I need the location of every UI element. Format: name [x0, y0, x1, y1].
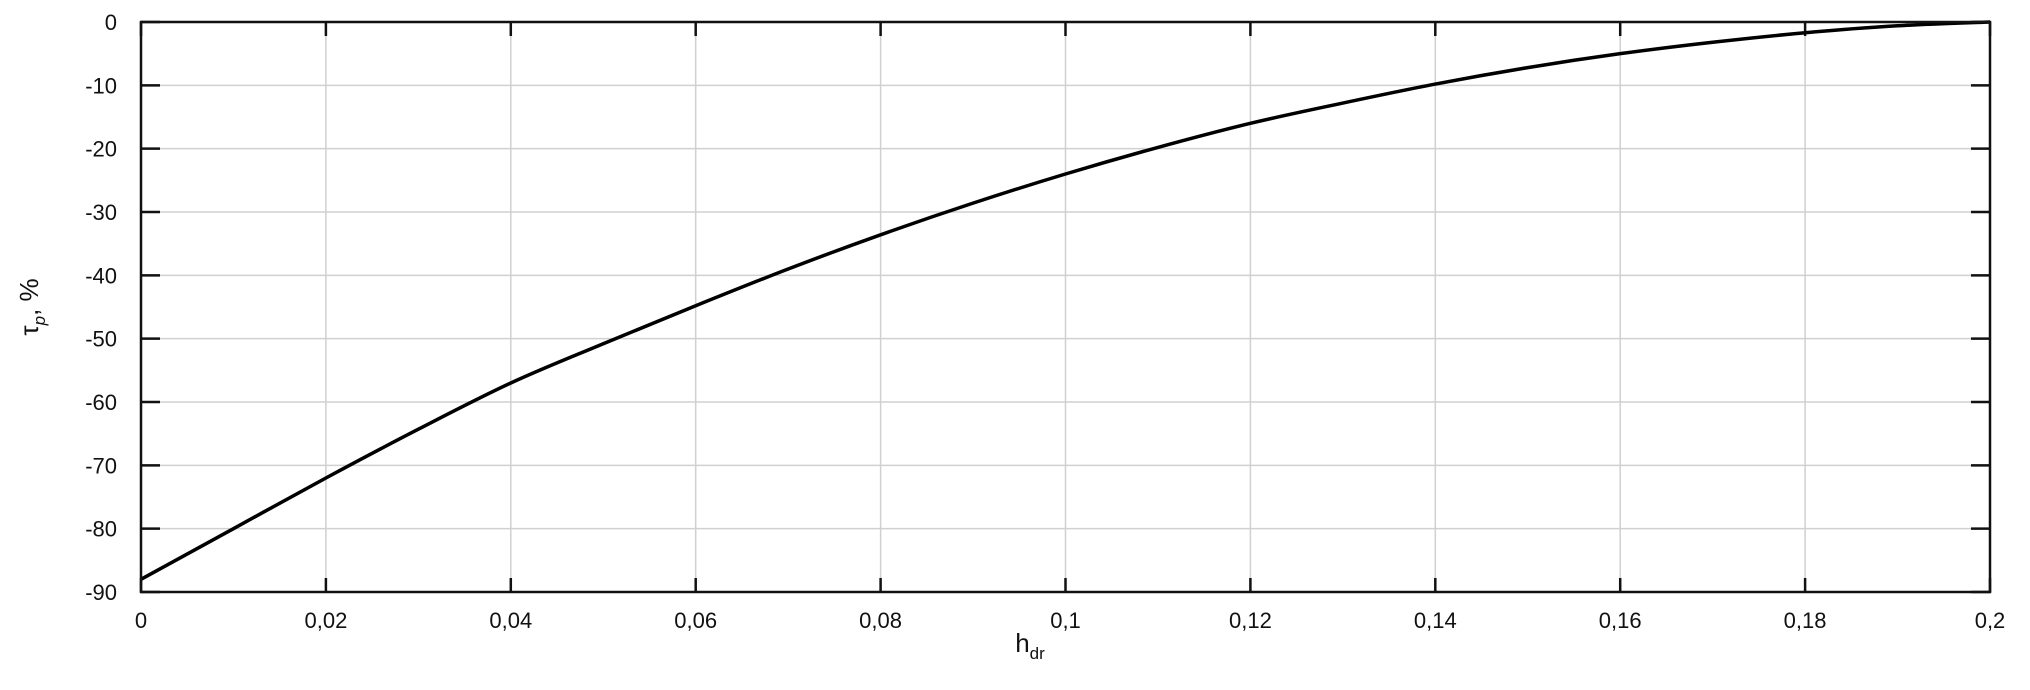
x-tick-label: 0,14 [1414, 608, 1457, 633]
y-tick-label: -90 [85, 580, 117, 605]
y-axis-label-subscript: p [30, 316, 49, 326]
x-tick-label: 0 [135, 608, 147, 633]
x-tick-label: 0,2 [1975, 608, 2006, 633]
x-axis-label-subscript: dr [1030, 644, 1045, 663]
y-tick-label: -30 [85, 200, 117, 225]
grid-lines [140, 21, 1991, 593]
x-tick-label: 0,12 [1229, 608, 1272, 633]
x-tick-labels: 0 0,02 0,04 0,06 0,08 0,1 0,12 0,14 0,16 0,18 0,2 [135, 608, 2005, 633]
y-axis-label-main: τ [14, 325, 44, 336]
y-tick-labels: 0 -10 -20 -30 -40 -50 -60 -70 -80 -90 [85, 10, 117, 605]
series-line [140, 20, 1991, 581]
x-tick-label: 0,04 [489, 608, 532, 633]
x-tick-label: 0,16 [1599, 608, 1642, 633]
x-axis-label: hdr [1015, 628, 1045, 663]
y-tick-label: 0 [105, 10, 117, 35]
x-tick-label: 0,18 [1784, 608, 1827, 633]
y-axis-label-unit: , % [14, 278, 44, 316]
x-tick-label: 0,08 [859, 608, 902, 633]
y-axis-label: τp, % [14, 278, 49, 335]
y-tick-label: -10 [85, 73, 117, 98]
x-tick-label: 0,1 [1050, 608, 1081, 633]
plot-frame [139, 20, 1992, 594]
x-tick-label: 0,02 [304, 608, 347, 633]
series-group [140, 20, 1991, 581]
y-tick-label: -40 [85, 263, 117, 288]
y-tick-label: -20 [85, 137, 117, 162]
y-tick-label: -80 [85, 517, 117, 542]
x-axis-label-main: h [1015, 628, 1029, 658]
y-tick-label: -70 [85, 453, 117, 478]
x-tick-label: 0,06 [674, 608, 717, 633]
y-tick-label: -50 [85, 327, 117, 352]
y-tick-label: -60 [85, 390, 117, 415]
